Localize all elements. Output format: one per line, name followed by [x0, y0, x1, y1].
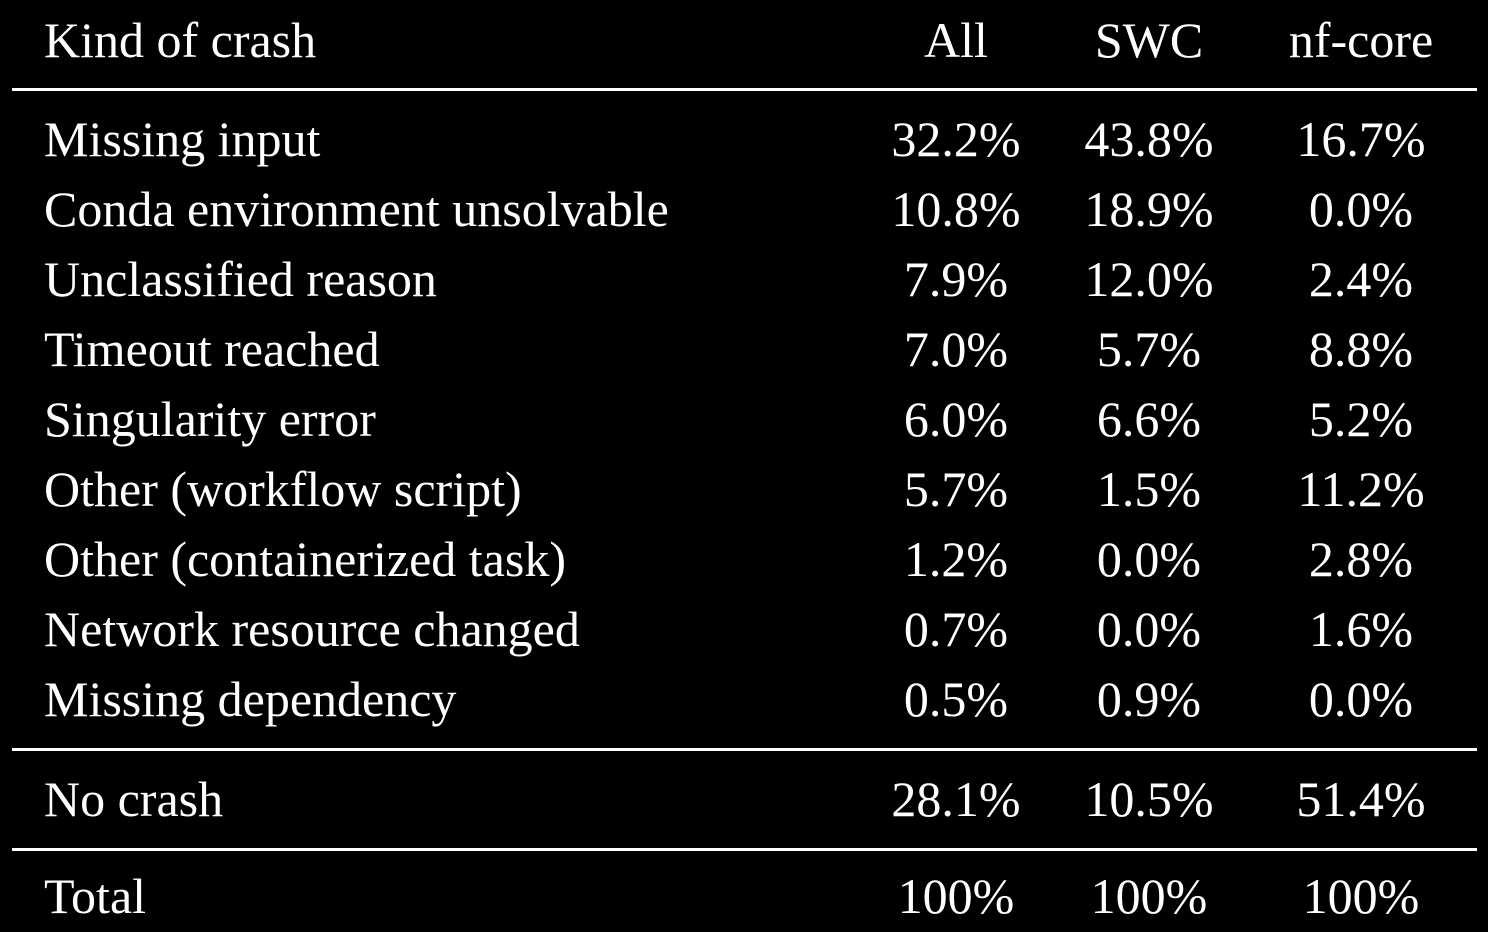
header-swc: SWC	[1094, 12, 1204, 68]
row-swc: 0.0%	[1096, 601, 1202, 657]
table-row: Unclassified reason 7.9% 12.0% 2.4%	[0, 244, 1488, 314]
row-kind: Missing input	[44, 111, 321, 167]
row-kind: Unclassified reason	[44, 251, 437, 307]
no-crash-all: 28.1%	[891, 771, 1021, 827]
no-crash-row: No crash 28.1% 10.5% 51.4%	[0, 764, 1488, 834]
row-all: 10.8%	[891, 181, 1021, 237]
row-swc: 0.0%	[1096, 531, 1202, 587]
row-kind: Network resource changed	[44, 601, 580, 657]
total-swc: 100%	[1090, 868, 1208, 924]
row-all: 7.9%	[903, 251, 1009, 307]
row-swc: 12.0%	[1084, 251, 1214, 307]
row-kind: Other (containerized task)	[44, 531, 566, 587]
row-nfcore: 0.0%	[1308, 671, 1414, 727]
header-kind: Kind of crash	[44, 12, 317, 68]
table-row: Other (workflow script) 5.7% 1.5% 11.2%	[0, 454, 1488, 524]
row-swc: 0.9%	[1096, 671, 1202, 727]
row-all: 32.2%	[891, 111, 1021, 167]
row-kind: Missing dependency	[44, 671, 457, 727]
row-nfcore: 2.8%	[1308, 531, 1414, 587]
row-all: 0.5%	[903, 671, 1009, 727]
row-swc: 6.6%	[1096, 391, 1202, 447]
no-crash-nfcore: 51.4%	[1296, 771, 1426, 827]
row-nfcore: 16.7%	[1296, 111, 1426, 167]
row-nfcore: 11.2%	[1297, 461, 1425, 517]
header-row: Kind of crash All SWC nf-core	[0, 5, 1488, 75]
header-all: All	[924, 12, 988, 68]
row-nfcore: 1.6%	[1308, 601, 1414, 657]
row-nfcore: 5.2%	[1308, 391, 1414, 447]
row-kind: Other (workflow script)	[44, 461, 522, 517]
total-nfcore: 100%	[1302, 868, 1420, 924]
table-row: Missing input 32.2% 43.8% 16.7%	[0, 104, 1488, 174]
row-swc: 5.7%	[1096, 321, 1202, 377]
table-row: Timeout reached 7.0% 5.7% 8.8%	[0, 314, 1488, 384]
row-all: 7.0%	[903, 321, 1009, 377]
row-kind: Singularity error	[44, 391, 376, 447]
row-kind: Conda environment unsolvable	[44, 181, 669, 237]
total-all: 100%	[897, 868, 1015, 924]
no-crash-swc: 10.5%	[1084, 771, 1214, 827]
row-all: 6.0%	[903, 391, 1009, 447]
total-kind: Total	[44, 868, 147, 924]
header-rule	[12, 88, 1477, 91]
body-rule	[12, 748, 1477, 751]
no-crash-kind: No crash	[44, 771, 224, 827]
row-all: 0.7%	[903, 601, 1009, 657]
row-all: 5.7%	[903, 461, 1009, 517]
row-swc: 1.5%	[1096, 461, 1202, 517]
total-rule	[12, 848, 1477, 851]
row-all: 1.2%	[903, 531, 1009, 587]
table-row: Singularity error 6.0% 6.6% 5.2%	[0, 384, 1488, 454]
row-swc: 18.9%	[1084, 181, 1214, 237]
header-nfcore: nf-core	[1288, 12, 1434, 68]
row-kind: Timeout reached	[44, 321, 380, 377]
table-row: Network resource changed 0.7% 0.0% 1.6%	[0, 594, 1488, 664]
row-nfcore: 8.8%	[1308, 321, 1414, 377]
row-nfcore: 2.4%	[1308, 251, 1414, 307]
total-row: Total 100% 100% 100%	[0, 861, 1488, 931]
table-row: Missing dependency 0.5% 0.9% 0.0%	[0, 664, 1488, 734]
row-nfcore: 0.0%	[1308, 181, 1414, 237]
table-row: Other (containerized task) 1.2% 0.0% 2.8…	[0, 524, 1488, 594]
row-swc: 43.8%	[1084, 111, 1214, 167]
table-row: Conda environment unsolvable 10.8% 18.9%…	[0, 174, 1488, 244]
